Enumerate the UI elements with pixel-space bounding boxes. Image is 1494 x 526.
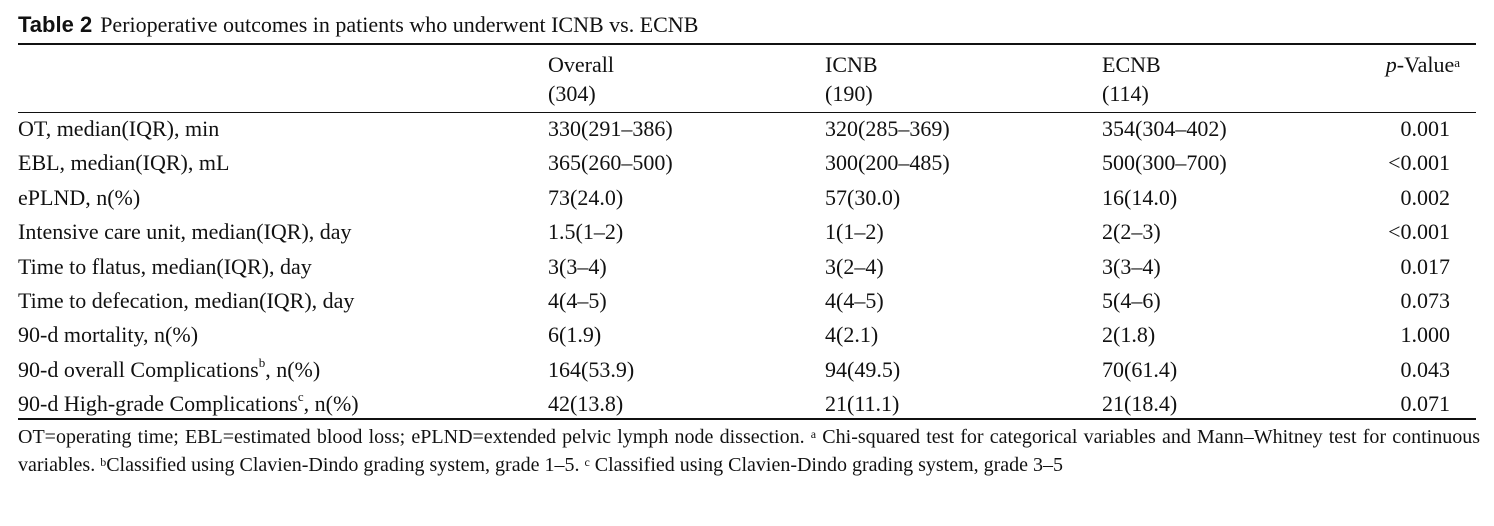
header-overall-name: Overall (548, 52, 614, 77)
cell-overall: 73(24.0) (548, 184, 624, 210)
table-header: Overall (304) ICNB (190) ECNB (114) p-Va… (0, 46, 1494, 110)
bottom-rule (18, 418, 1476, 420)
cell-overall: 330(291–386) (548, 116, 673, 141)
footnote-part1: OT=operating time; EBL=estimated blood l… (18, 426, 811, 448)
table-title: Perioperative outcomes in patients who u… (100, 12, 699, 37)
header-rule (18, 112, 1476, 113)
row-label: 90-d overall Complicationsb, n(%) (18, 354, 321, 383)
table-row: 90-d overall Complicationsb, n(%) 164(53.… (0, 354, 1494, 388)
cell-pvalue: 0.002 (1400, 184, 1451, 210)
header-overall-n: (304) (548, 81, 596, 106)
row-label-suffix: , n(%) (303, 391, 359, 417)
cell-ecnb: 2(1.8) (1102, 322, 1156, 348)
table-row: 90-d High-grade Complicationsc, n(%) 42(1… (0, 388, 1494, 422)
table-caption: Table 2 Perioperative outcomes in patient… (18, 12, 698, 38)
footnote-part4: Classified using Clavien-Dindo grading s… (589, 453, 1064, 476)
cell-ecnb: 5(4–6) (1102, 287, 1161, 313)
header-pvalue-rest: -Value (1396, 52, 1455, 77)
cell-icnb: 4(2.1) (825, 322, 879, 348)
cell-pvalue: 1.000 (1400, 322, 1451, 348)
cell-overall: 164(53.9) (548, 356, 635, 382)
row-label: OT, median(IQR), min (18, 116, 219, 142)
cell-pvalue: <0.001 (1388, 219, 1450, 245)
cell-icnb: 1(1–2) (825, 219, 884, 245)
row-label: Time to defecation, median(IQR), day (18, 288, 354, 314)
row-label-sup: b (258, 354, 266, 370)
row-label-sup: c (297, 389, 304, 405)
cell-ecnb: 70(61.4) (1102, 356, 1178, 382)
table-row: Intensive care unit, median(IQR), day 1.5… (0, 216, 1494, 250)
top-rule (18, 43, 1476, 45)
cell-overall: 4(4–5) (548, 287, 607, 313)
row-label-suffix: , n(%) (265, 356, 321, 382)
header-ecnb-name: ECNB (1102, 52, 1161, 77)
row-label: EBL, median(IQR), mL (18, 150, 229, 176)
cell-pvalue: 0.001 (1400, 116, 1451, 141)
cell-ecnb: 500(300–700) (1102, 150, 1227, 176)
header-pvalue-p: p (1385, 52, 1397, 77)
table-row: Time to flatus, median(IQR), day 3(3–4) 3(… (0, 251, 1494, 285)
cell-overall: 365(260–500) (548, 150, 673, 176)
table-row: EBL, median(IQR), mL 365(260–500) 300(200–… (0, 147, 1494, 181)
row-label-text: 90-d mortality, n(%) (18, 322, 199, 348)
cell-icnb: 94(49.5) (825, 356, 901, 382)
row-label-text: Intensive care unit, median(IQR), day (18, 219, 352, 245)
row-label: 90-d mortality, n(%) (18, 322, 198, 348)
row-label: ePLND, n(%) (18, 185, 140, 211)
cell-overall: 3(3–4) (548, 253, 607, 279)
cell-icnb: 320(285–369) (825, 116, 950, 141)
table-label: Table 2 (18, 12, 93, 37)
header-ecnb-n: (114) (1102, 81, 1149, 106)
cell-icnb: 4(4–5) (825, 287, 884, 313)
footnote-sup-a: a (810, 427, 817, 441)
cell-pvalue: 0.073 (1400, 287, 1451, 313)
footnote-part2: Chi-squared test for categorical variabl… (18, 426, 1480, 476)
table-row: OT, median(IQR), min 330(291–386) 320(285–… (0, 113, 1494, 147)
row-label-text: Time to defecation, median(IQR), day (18, 287, 355, 313)
table-body: OT, median(IQR), min 330(291–386) 320(285–… (0, 113, 1494, 423)
cell-ecnb: 21(18.4) (1102, 391, 1178, 417)
cell-pvalue: 0.071 (1400, 391, 1451, 417)
footnote-sup-b: b (100, 454, 107, 469)
cell-pvalue: 0.017 (1400, 253, 1451, 279)
row-label-text: ePLND, n(%) (18, 184, 141, 210)
cell-icnb: 3(2–4) (825, 253, 884, 279)
header-pvalue-sup: a (1454, 55, 1460, 70)
footnote-part3: Classified using Clavien-Dindo grading s… (106, 453, 585, 476)
row-label-text: OT, median(IQR), min (18, 116, 220, 141)
table-row: 90-d mortality, n(%) 6(1.9) 4(2.1) 2(1.8) 1.… (0, 319, 1494, 353)
table-row: Time to defecation, median(IQR), day 4(4–… (0, 285, 1494, 319)
header-overall: Overall (304) (548, 50, 614, 108)
cell-icnb: 300(200–485) (825, 150, 950, 176)
row-label-text: 90-d High-grade Complications (18, 391, 298, 417)
cell-pvalue: 0.043 (1400, 356, 1451, 382)
header-pvalue: p-Valuea (1386, 50, 1460, 79)
cell-overall: 1.5(1–2) (548, 219, 624, 245)
row-label: Intensive care unit, median(IQR), day (18, 219, 352, 245)
cell-icnb: 57(30.0) (825, 184, 901, 210)
cell-icnb: 21(11.1) (825, 391, 900, 417)
row-label: Time to flatus, median(IQR), day (18, 254, 312, 280)
cell-overall: 42(13.8) (548, 391, 624, 417)
row-label: 90-d High-grade Complicationsc, n(%) (18, 389, 359, 417)
row-label-text: Time to flatus, median(IQR), day (18, 253, 312, 279)
header-icnb-name: ICNB (825, 52, 878, 77)
header-icnb-n: (190) (825, 81, 873, 106)
row-label-text: EBL, median(IQR), mL (18, 150, 230, 176)
cell-ecnb: 3(3–4) (1102, 253, 1161, 279)
cell-ecnb: 354(304–402) (1102, 116, 1227, 141)
header-icnb: ICNB (190) (825, 50, 878, 108)
cell-ecnb: 2(2–3) (1102, 219, 1161, 245)
row-label-text: 90-d overall Complications (18, 356, 259, 382)
header-ecnb: ECNB (114) (1102, 50, 1161, 108)
table-footnote: OT=operating time; EBL=estimated blood l… (18, 424, 1480, 479)
table-row: ePLND, n(%) 73(24.0) 57(30.0) 16(14.0) 0.002 (0, 182, 1494, 216)
cell-pvalue: <0.001 (1388, 150, 1450, 176)
cell-ecnb: 16(14.0) (1102, 184, 1178, 210)
footnote-sup-c: c (584, 454, 590, 469)
cell-overall: 6(1.9) (548, 322, 602, 348)
